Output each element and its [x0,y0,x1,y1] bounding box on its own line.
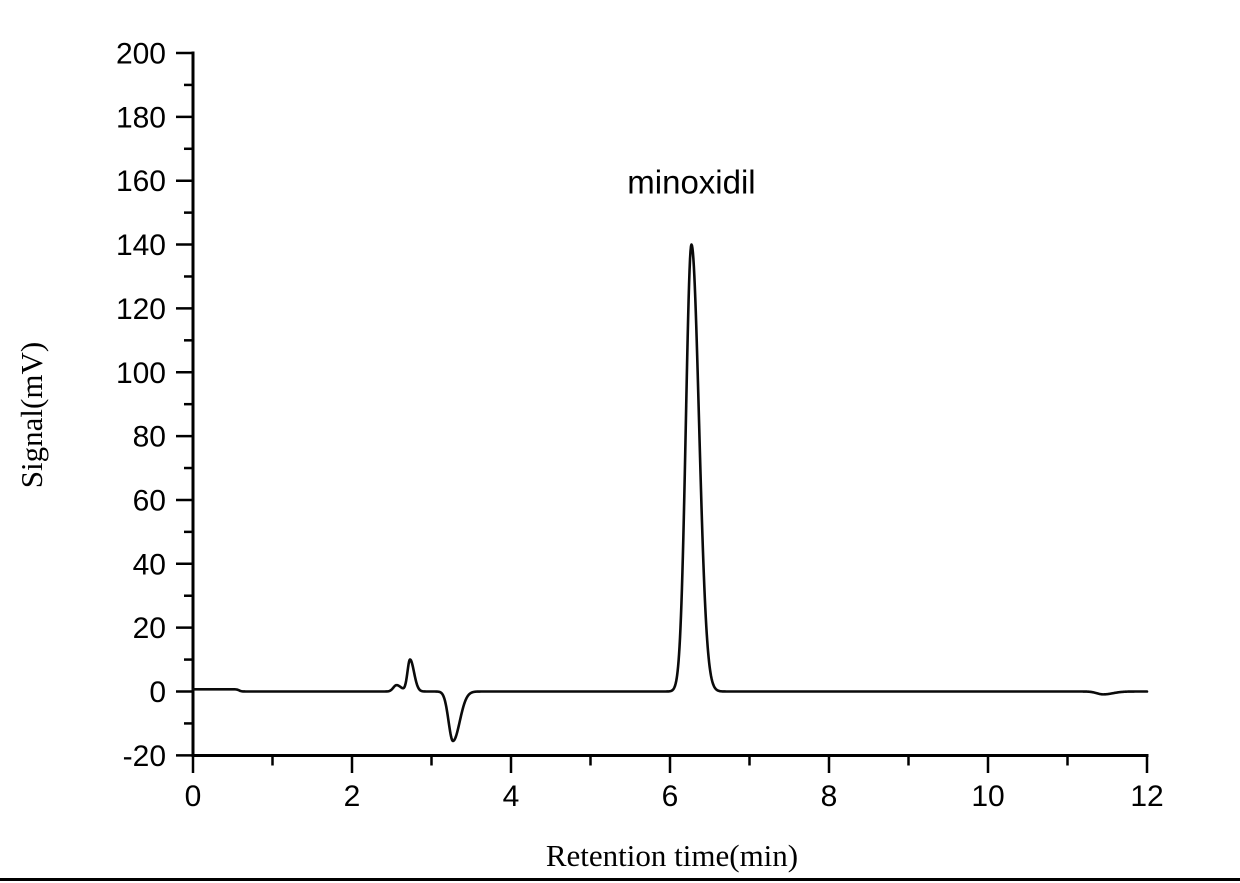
y-tick-label: -20 [123,740,166,773]
y-tick-label: 60 [133,484,166,517]
x-tick-label: 8 [821,780,838,813]
y-tick-label: 180 [116,101,166,134]
x-tick-label: 0 [185,780,202,813]
peak-annotation: minoxidil [627,163,755,200]
x-tick-label: 4 [503,780,520,813]
y-tick-label: 140 [116,229,166,262]
x-axis-ticks: 0 2 4 6 8 10 12 [185,754,1164,813]
y-tick-label: 40 [133,548,166,581]
x-tick-label: 2 [344,780,361,813]
y-axis-ticks: -20 0 20 40 60 80 100 120 140 160 180 200 [116,38,193,773]
signal-trace [191,243,1149,743]
bottom-rule [0,878,1240,881]
x-tick-label: 10 [971,780,1004,813]
y-tick-label: 20 [133,612,166,645]
y-tick-label: 0 [149,676,166,709]
y-tick-label: 200 [116,38,166,71]
y-tick-label: 80 [133,421,166,454]
y-tick-label: 120 [116,293,166,326]
y-axis-label: Signal(mV) [14,342,49,488]
y-tick-label: 160 [116,165,166,198]
y-tick-label: 100 [116,357,166,390]
x-axis-label: Retention time(min) [546,838,798,873]
x-tick-label: 12 [1130,780,1163,813]
x-tick-label: 6 [662,780,679,813]
